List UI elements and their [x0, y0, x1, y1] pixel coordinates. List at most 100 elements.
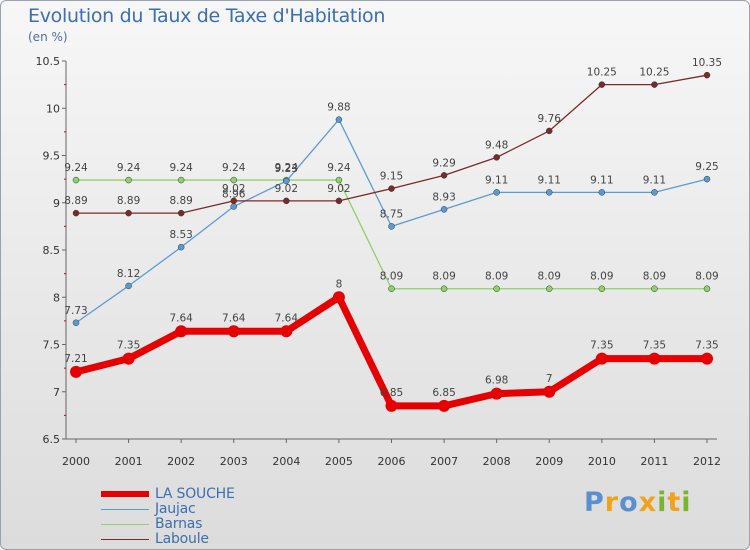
data-label: 9.24 — [117, 162, 141, 174]
data-point — [227, 325, 240, 338]
data-label: 9.11 — [485, 174, 508, 186]
x-tick-label: 2008 — [483, 455, 511, 468]
proxiti-logo: Proxiti — [584, 487, 692, 518]
data-point — [703, 285, 711, 292]
data-point — [648, 352, 661, 365]
legend-swatch-la-souche — [101, 491, 149, 497]
series-line-jaujac — [75, 118, 708, 324]
x-tick-label: 2010 — [588, 455, 616, 468]
data-label: 8.89 — [169, 195, 192, 207]
data-label: 9.15 — [380, 171, 403, 183]
y-tick-label: 9 — [53, 197, 60, 210]
data-point — [493, 189, 500, 196]
data-label: 8.09 — [380, 271, 403, 283]
data-point — [122, 352, 135, 365]
y-tick-label: 10.5 — [36, 55, 61, 68]
x-tick-label: 2004 — [272, 455, 300, 468]
data-point — [332, 291, 345, 304]
data-point — [703, 175, 711, 183]
data-label: 7 — [546, 373, 553, 385]
x-tick-label: 2002 — [167, 455, 195, 468]
x-tick-label: 2012 — [693, 455, 721, 468]
data-label: 7.64 — [222, 312, 246, 324]
data-label: 6.85 — [380, 387, 403, 399]
x-tick-label: 2001 — [115, 455, 143, 468]
data-point — [546, 285, 553, 292]
data-label: 7.35 — [643, 340, 666, 352]
data-point — [125, 282, 132, 290]
data-point — [440, 285, 448, 292]
data-label: 7.64 — [169, 312, 193, 324]
x-tick-label: 2011 — [640, 455, 668, 468]
logo-letter: t — [667, 487, 682, 518]
data-label: 7.35 — [695, 340, 718, 352]
data-point — [177, 176, 185, 184]
logo-letter: r — [604, 487, 620, 518]
data-label: 7.35 — [590, 340, 613, 352]
data-point — [388, 223, 395, 230]
data-label: 9.11 — [538, 174, 561, 186]
legend: LA SOUCHE Jaujac Barnas Laboule — [101, 487, 301, 547]
data-point — [283, 197, 290, 205]
data-label: 9.48 — [485, 139, 508, 151]
data-label: 8.09 — [643, 271, 666, 283]
legend-label-laboule: Laboule — [155, 531, 209, 547]
data-label: 8.96 — [222, 189, 246, 201]
data-point — [72, 209, 80, 217]
legend-swatch-laboule — [101, 539, 149, 540]
data-point — [230, 176, 237, 184]
x-tick-label: 2007 — [430, 455, 458, 468]
logo-letter: i — [657, 487, 668, 518]
data-point — [177, 209, 185, 217]
legend-swatch-jaujac — [101, 509, 149, 510]
data-label: 8 — [336, 278, 343, 290]
y-tick-label: 7.5 — [43, 339, 61, 352]
data-label: 8.09 — [485, 271, 508, 283]
data-point — [703, 71, 711, 79]
y-tick-label: 7 — [53, 386, 60, 399]
data-label: 9.25 — [695, 161, 718, 173]
y-tick-label: 6.5 — [43, 433, 61, 446]
data-label: 8.09 — [432, 271, 455, 283]
data-label: 8.12 — [117, 268, 140, 280]
data-label: 10.25 — [587, 67, 617, 79]
legend-label-la-souche: LA SOUCHE — [155, 486, 235, 502]
data-point — [283, 177, 290, 185]
logo-letter: i — [681, 487, 692, 518]
data-point — [72, 176, 80, 184]
data-label: 7.21 — [64, 353, 87, 365]
legend-item-barnas: Barnas — [101, 517, 301, 532]
data-point — [701, 352, 713, 365]
data-point — [438, 399, 451, 412]
data-label: 9.11 — [590, 174, 613, 186]
data-point — [493, 154, 500, 161]
legend-item-la-souche: LA SOUCHE — [101, 487, 301, 502]
data-label: 8.09 — [695, 271, 718, 283]
data-point — [651, 81, 658, 88]
data-point — [388, 285, 395, 292]
data-label: 9.24 — [327, 162, 351, 174]
data-point — [440, 172, 448, 179]
data-label: 8.09 — [538, 271, 561, 283]
data-label: 9.88 — [327, 102, 350, 114]
data-point — [546, 127, 553, 135]
data-point — [651, 285, 658, 292]
data-point — [546, 189, 553, 196]
data-label: 6.98 — [485, 375, 508, 387]
data-point — [388, 185, 395, 192]
data-point — [595, 352, 608, 365]
legend-label-jaujac: Jaujac — [155, 501, 196, 517]
data-point — [598, 189, 606, 196]
logo-letter: P — [584, 487, 605, 518]
logo-letter: o — [619, 487, 639, 518]
data-point — [175, 325, 188, 338]
data-point — [490, 387, 503, 400]
data-label: 6.85 — [432, 387, 455, 399]
data-label: 8.93 — [432, 191, 455, 203]
data-point — [125, 176, 132, 184]
data-point — [493, 285, 500, 292]
data-point — [598, 81, 606, 88]
data-label: 10.35 — [692, 57, 722, 69]
